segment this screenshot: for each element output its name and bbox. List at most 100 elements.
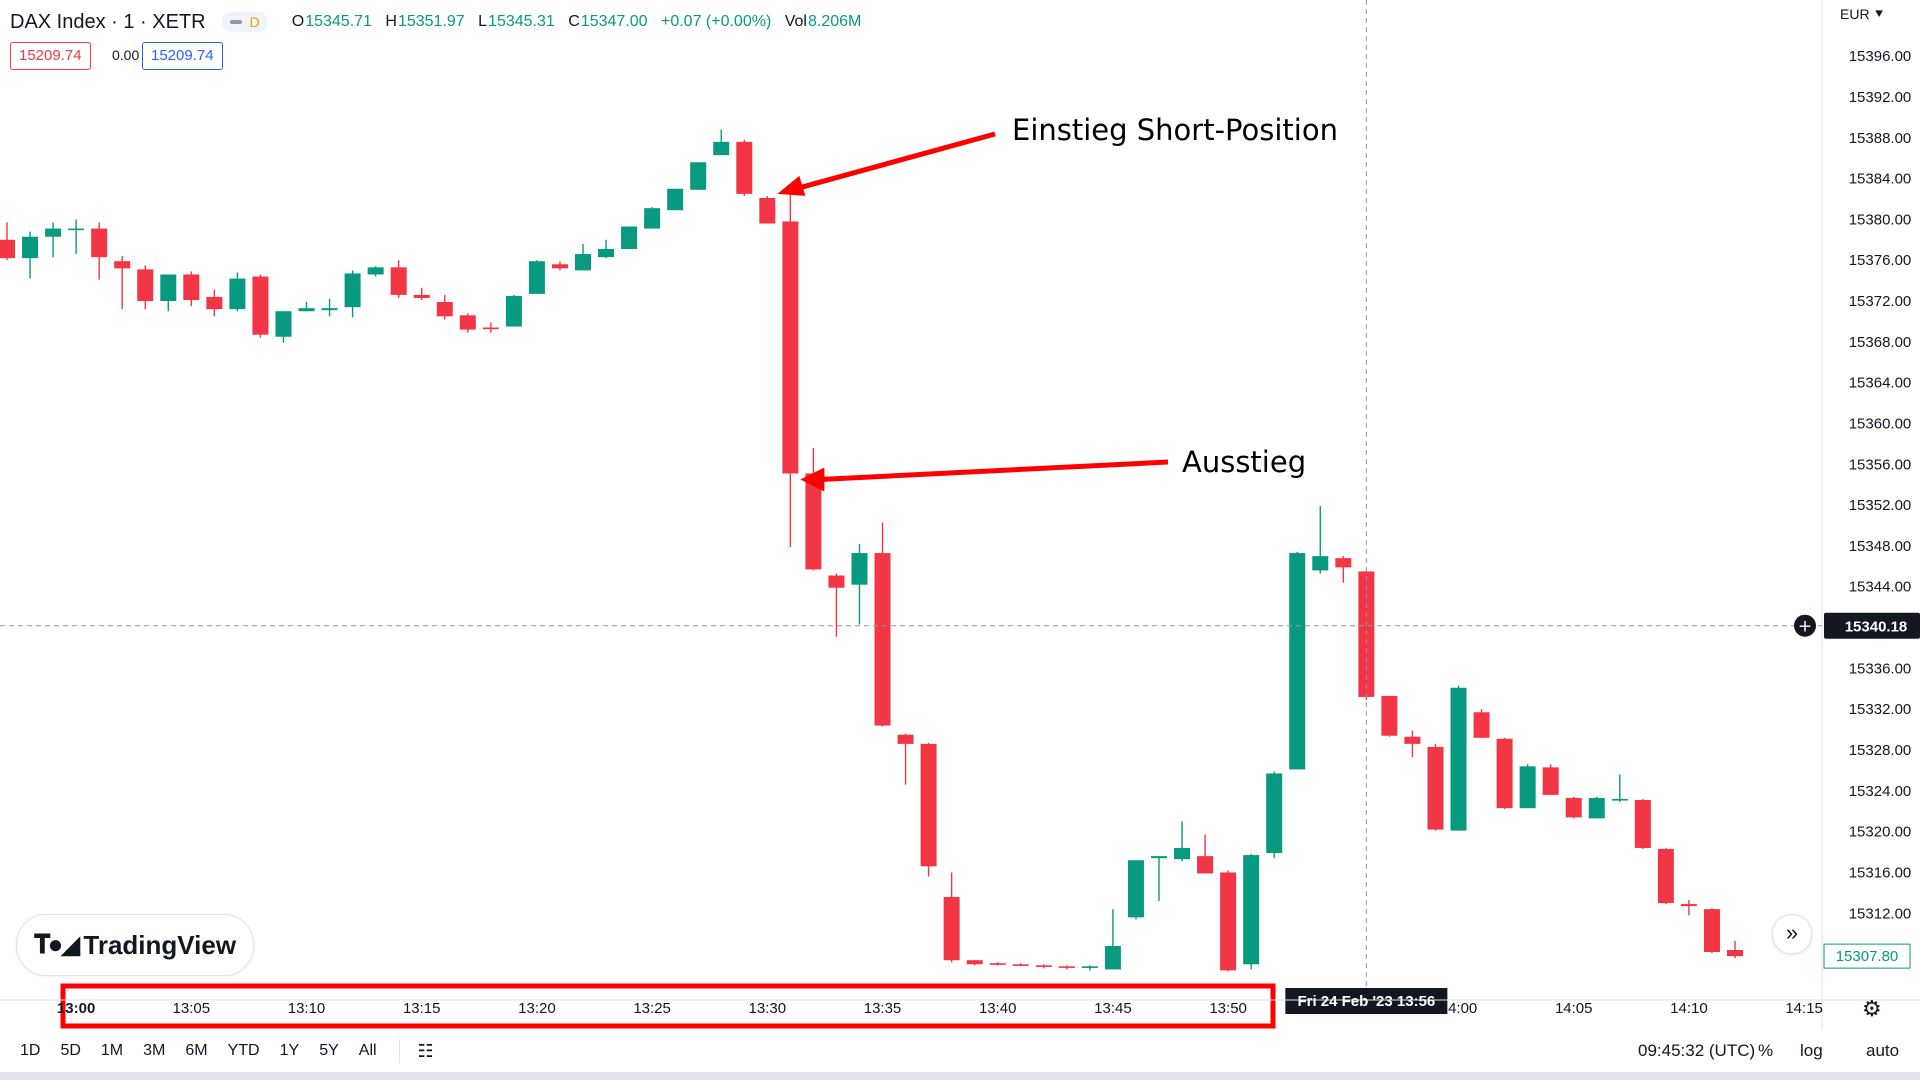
candle-body [1657,848,1674,904]
crosshair-layer: 15340.18 + Fri 24 Feb '23 13:56 [0,0,1920,1014]
x-tick-label: 13:40 [979,1000,1017,1017]
candle-body [690,162,707,190]
candle-body [1243,855,1260,965]
candle-body [160,274,177,302]
timeframe-3m[interactable]: 3M [143,1042,166,1059]
candle-body [897,734,914,744]
candle-body [45,228,62,237]
x-tick-label: 13:35 [864,1000,902,1017]
x-tick-label: 14:05 [1555,1000,1593,1017]
exit-arrow-head [800,467,825,492]
x-tick-label: 14:10 [1670,1000,1708,1017]
entry-arrow-line [794,131,996,192]
candle-body [1197,856,1214,874]
candle-body [575,254,591,271]
candle-body [344,273,361,308]
buy-price-button[interactable]: 15209.74 [142,42,223,70]
x-tick-label: 13:05 [173,1000,211,1017]
timeframe-6m[interactable]: 6M [185,1042,208,1059]
candle-body [1611,798,1628,801]
candle-body [1127,860,1144,918]
y-tick-label: 15364.00 [1849,375,1912,392]
log-toggle[interactable]: log [1800,1041,1823,1060]
crosshair-price-label-bg [1824,612,1920,639]
percent-toggle[interactable]: % [1758,1041,1774,1060]
candle-body [528,261,545,294]
last-price-label: 15307.80 [1836,948,1899,965]
candle-body [1335,558,1352,568]
candle-body [114,261,131,269]
crosshair-time-label-bg [1285,988,1448,1014]
candle-body [1703,909,1720,953]
y-tick-label: 15352.00 [1849,497,1912,514]
candle-body [644,208,661,229]
candle-body [713,141,730,156]
symbol-title[interactable]: DAX Index · 1 · XETR [10,10,206,33]
ohlc-high-key: H [385,13,397,30]
ohlc-change-value: +0.07 (+0.00%) [660,13,772,30]
candle-body [874,553,891,726]
bottom-toolbar: 1D 5D 1M 3M 6M YTD 1Y 5Y All ☷ [0,1030,1920,1072]
entry-annotation-text: Einstieg Short-Position [1012,113,1338,147]
plus-glyph: + [1798,617,1812,637]
date-range-icon[interactable]: ☷ [417,1040,434,1061]
x-tick-label: 13:30 [749,1000,787,1017]
candle-body [298,308,315,312]
market-status-badge[interactable]: D [221,12,268,32]
exit-annotation-text: Ausstieg [1182,445,1306,479]
y-tick-label: 15348.00 [1849,538,1912,555]
timeframe-ytd[interactable]: YTD [227,1042,260,1059]
scroll-to-realtime-button[interactable]: » [1772,914,1812,954]
x-tick-label: 14:15 [1785,1000,1823,1017]
y-tick-label: 15360.00 [1849,415,1912,432]
timeframe-1y[interactable]: 1Y [279,1042,300,1059]
currency-selector[interactable]: EUR ⯆ [1840,6,1885,23]
x-tick-label: 13:45 [1094,1000,1132,1017]
candle-body [229,278,246,310]
candle-body [1496,738,1513,809]
timeframe-5d[interactable]: 5D [60,1042,81,1059]
candle-body [1081,966,1098,968]
x-tick-label: 13:20 [518,1000,556,1017]
ohlc-low-value: 15345.31 [488,13,555,30]
candle-body [1565,797,1582,818]
timeframe-1d[interactable]: 1D [20,1042,41,1059]
crosshair-price-label: 15340.18 [1845,619,1908,636]
ohlc-values: O15345.71 H15351.97 L15345.31 C15347.00 … [292,13,871,31]
timeframe-all[interactable]: All [358,1042,377,1059]
y-tick-label: 15380.00 [1849,211,1912,228]
candle-body [1174,847,1191,860]
logo-text: TradingView [83,929,237,960]
ohlc-close-key: C [568,13,580,30]
x-tick-label: 13:25 [633,1000,671,1017]
symbol-legend: DAX Index · 1 · XETR D O15345.71 H15351.… [10,8,870,36]
candle-body [1266,773,1283,854]
y-tick-label: 15396.00 [1849,48,1912,65]
candle-body [1473,712,1490,738]
candle-body [1542,767,1559,795]
axes-layer: 15396.00 15392.00 15388.00 15384.00 15380.00… [0,0,1920,1030]
candle-body [1012,964,1029,966]
candle-body [805,473,822,570]
utc-clock[interactable]: 09:45:32 (UTC) [1638,1041,1756,1060]
sell-price-button[interactable]: 15209.74 [10,42,91,70]
candle-body [966,960,983,965]
candle-body [851,553,868,585]
timeframe-5y[interactable]: 5Y [319,1042,339,1059]
candle-body [183,274,200,300]
candle-body [459,315,476,330]
tradingview-logo[interactable]: 𝐓●◢ TradingView [16,914,254,976]
candle-body [1058,966,1075,968]
gear-icon[interactable]: ⚙ [1862,996,1882,1021]
y-tick-label: 15376.00 [1849,252,1912,269]
currency-label: EUR [1840,6,1870,22]
timeframe-1m[interactable]: 1M [100,1042,124,1059]
candle-body [275,311,292,337]
auto-toggle[interactable]: auto [1866,1041,1900,1060]
candles-layer [0,129,1743,972]
toolbar-divider [398,1039,400,1063]
annotations-layer: Einstieg Short-Position Ausstieg [60,113,1338,1029]
y-tick-label: 15392.00 [1849,89,1912,106]
